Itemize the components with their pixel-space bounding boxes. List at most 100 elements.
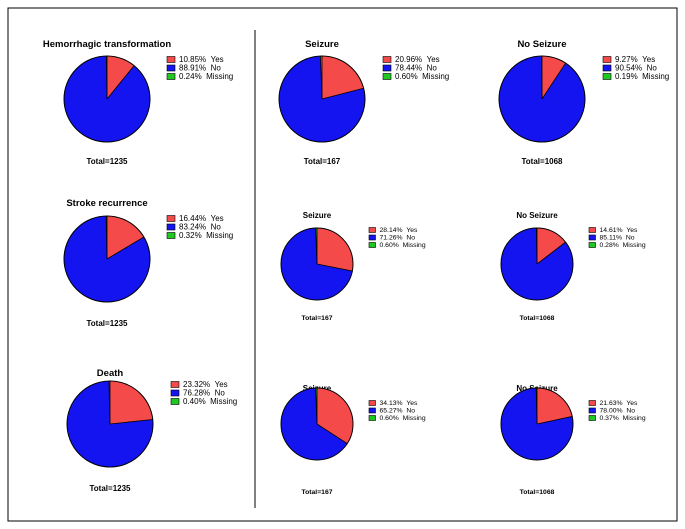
legend-swatch-no [602, 64, 612, 72]
legend-label-no: 90.54% No [615, 64, 657, 73]
pie-slice-yes [322, 56, 364, 99]
legend-name: Missing [422, 72, 449, 81]
legend-label-yes: 16.44% Yes [179, 214, 224, 223]
pie-slice-yes [317, 228, 353, 272]
legend-name: No [647, 64, 658, 73]
legend-value: 9.27% [615, 55, 638, 64]
total-label: Total=1235 [87, 157, 129, 166]
chart-title: No Seizure [517, 39, 566, 50]
pie-outline [63, 215, 151, 303]
pie-panel: Hemorrhagic transformation 10.85% Yes88.9… [43, 39, 233, 166]
pie-slice-divider [315, 228, 318, 265]
legend-value: 0.60% [380, 415, 399, 422]
legend-name: Yes [427, 55, 440, 64]
total-label: Total=1068 [520, 489, 555, 496]
pie-slice-divider [321, 87, 364, 100]
legend-label-missing: 0.60% Missing [380, 415, 426, 422]
legend-value: 0.19% [615, 72, 638, 81]
legend-label-no: 76.28% No [183, 389, 225, 398]
legend-name: No [211, 223, 222, 232]
legend-label-missing: 0.40% Missing [183, 397, 237, 406]
pie-slice-divider [535, 228, 538, 265]
chart-title: Hemorrhagic transformation [43, 39, 171, 50]
legend-swatch-missing [588, 242, 596, 248]
legend-swatch-yes [170, 381, 180, 388]
total-label: Total=167 [301, 489, 332, 496]
legend-swatch-no [588, 234, 596, 241]
pie-outline [500, 227, 574, 301]
legend-name: Yes [211, 55, 224, 64]
legend-swatch-no [382, 64, 392, 72]
pie-slice-no [281, 388, 348, 461]
legend-label-no: 78.44% No [395, 64, 437, 73]
legend-value: 71.26% [380, 235, 403, 242]
legend-label-missing: 0.19% Missing [615, 72, 669, 81]
legend-label-yes: 23.32% Yes [183, 380, 228, 389]
legend-label-no: 65.27% No [380, 408, 416, 415]
legend-name: Yes [211, 214, 224, 223]
pie-slice-yes [110, 381, 153, 424]
legend-swatch-yes [588, 400, 596, 406]
legend-value: 0.37% [600, 415, 619, 422]
legend-value: 21.63% [600, 400, 623, 407]
legend-name: Missing [403, 242, 426, 249]
legend-value: 76.28% [183, 389, 210, 398]
total-label: Total=167 [304, 157, 341, 166]
pie-slice-divider [316, 263, 353, 272]
total-label: Total=167 [301, 315, 332, 322]
legend-name: No [215, 389, 226, 398]
legend-value: 0.60% [395, 72, 418, 81]
legend-swatch-missing [368, 415, 376, 421]
legend-swatch-missing [170, 398, 180, 405]
legend-name: Missing [642, 72, 669, 81]
legend-name: No [427, 64, 438, 73]
pie-slice-divider [109, 419, 153, 425]
legend-label-yes: 28.14% Yes [380, 227, 419, 234]
pie-slice-yes [537, 388, 573, 424]
legend-swatch-missing [166, 73, 176, 80]
legend-value: 0.40% [183, 397, 206, 406]
legend-value: 0.24% [179, 72, 202, 81]
legend-swatch-no [166, 223, 176, 231]
chart-title: Stroke recurrence [66, 198, 147, 209]
pie-slice-divider [106, 236, 145, 260]
pie-slice-yes [107, 216, 144, 259]
total-label: Total=1235 [90, 484, 132, 493]
legend-name: Missing [210, 397, 237, 406]
pie-slice-divider [536, 416, 573, 425]
legend-value: 34.13% [380, 400, 403, 407]
legend-label-missing: 0.37% Missing [600, 415, 646, 422]
legend-label-yes: 34.13% Yes [380, 400, 419, 407]
legend-swatch-no [368, 407, 376, 414]
pie-outline [66, 380, 154, 468]
legend-label-missing: 0.60% Missing [395, 72, 449, 81]
legend-swatch-no [166, 64, 176, 72]
pie-slice-yes [107, 55, 135, 99]
chart-title: Seizure [303, 211, 332, 220]
chart-title: No Seizure [516, 211, 558, 220]
legend-value: 0.28% [600, 242, 619, 249]
legend-label-yes: 9.27% Yes [615, 55, 655, 64]
legend-label-missing: 0.32% Missing [179, 231, 233, 240]
legend-value: 23.32% [183, 380, 210, 389]
legend-value: 65.27% [380, 408, 403, 415]
legend-swatch-missing [368, 242, 376, 248]
pie-slice-no [66, 381, 153, 467]
legend-label-yes: 10.85% Yes [179, 55, 224, 64]
legend-value: 78.44% [395, 64, 422, 73]
pie-slice-divider [108, 380, 111, 425]
legend-value: 0.32% [179, 231, 202, 240]
pie-outline [280, 227, 354, 301]
legend-label-no: 88.91% No [179, 64, 221, 73]
legend-swatch-yes [588, 227, 596, 233]
legend-swatch-missing [382, 73, 392, 80]
pie-slice-divider [541, 55, 543, 100]
legend-name: Missing [623, 242, 646, 249]
